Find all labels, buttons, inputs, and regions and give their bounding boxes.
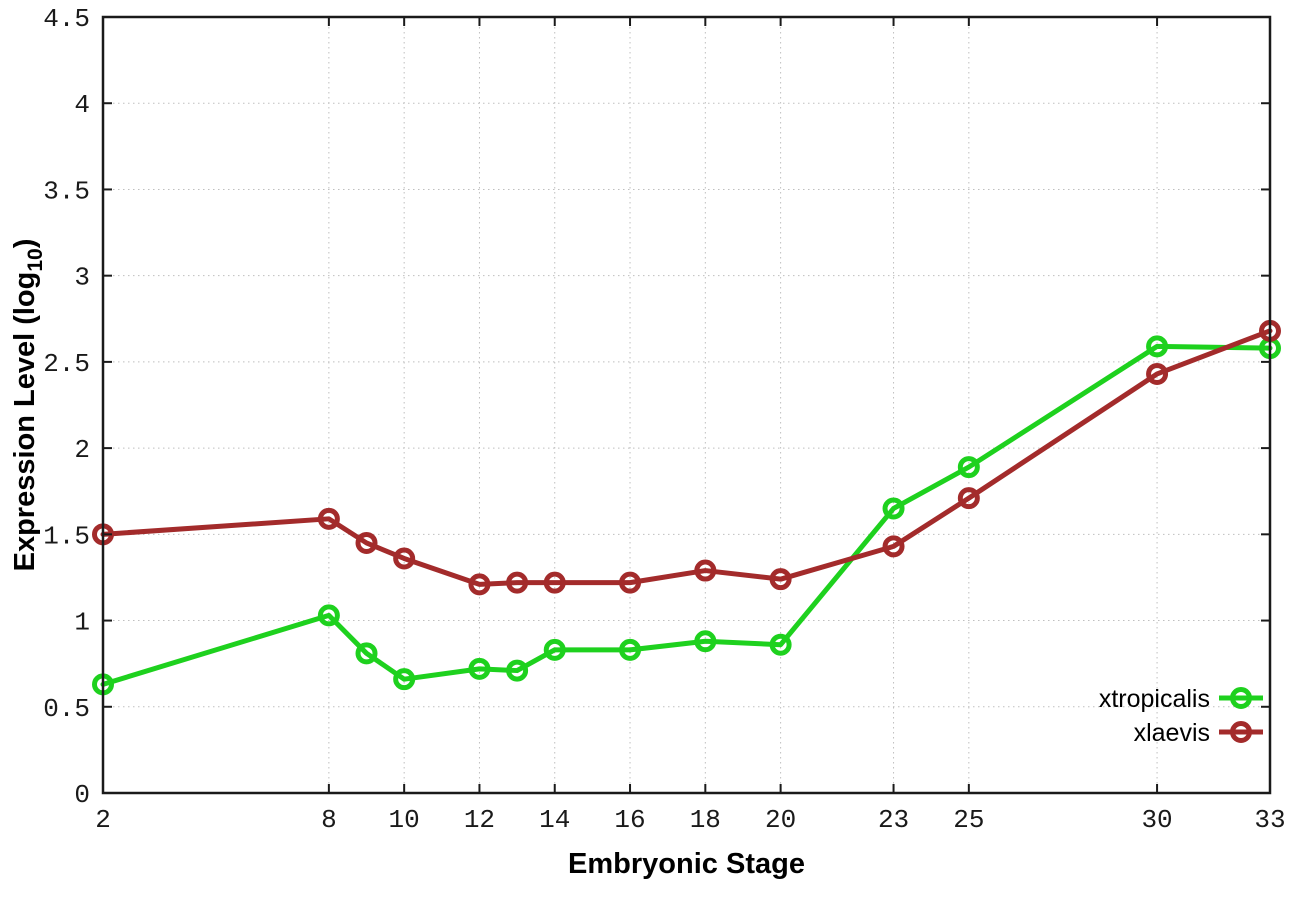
x-tick-label: 10	[389, 805, 420, 835]
y-tick-label: 0	[74, 780, 90, 810]
xtropicalis-marker	[1146, 335, 1169, 358]
x-axis-title: Embryonic Stage	[568, 848, 805, 880]
x-tick-label: 30	[1141, 805, 1172, 835]
tick-labels: 2 8 10 12 14 16 18 20 23 25 30 33 0 0.5 1 1.5 2 2.5 3 3.5 4 4…	[43, 4, 1285, 835]
xlaevis-marker	[393, 547, 416, 570]
x-tick-label: 20	[765, 805, 796, 835]
series-xtropicalis	[92, 335, 1281, 696]
legend-label: xtropicalis	[1099, 685, 1210, 713]
xtropicalis-marker	[317, 604, 340, 627]
xlaevis-marker	[317, 507, 340, 530]
legend-entry-xtropicalis: xtropicalis	[1099, 685, 1263, 713]
xtropicalis-marker	[543, 638, 566, 661]
x-tick-label: 14	[539, 805, 570, 835]
xlaevis-marker	[957, 487, 980, 510]
tick-marks	[102, 16, 1271, 794]
x-tick-label: 33	[1254, 805, 1285, 835]
xlaevis-marker	[468, 573, 491, 596]
xlaevis-marker	[506, 571, 529, 594]
legend-sample-marker	[1230, 687, 1252, 709]
y-tick-label: 2	[74, 435, 90, 465]
xlaevis-marker	[769, 568, 792, 591]
plot-border	[101, 15, 1272, 795]
y-tick-label: 1.5	[43, 521, 90, 551]
x-tick-label: 2	[95, 805, 111, 835]
y-tick-label: 4	[74, 90, 90, 120]
xtropicalis-marker	[619, 638, 642, 661]
y-tick-label: 4.5	[43, 4, 90, 34]
x-tick-label: 12	[464, 805, 495, 835]
xlaevis-marker	[619, 571, 642, 594]
y-tick-label: 0.5	[43, 694, 90, 724]
xlaevis-marker	[1146, 362, 1169, 385]
xtropicalis-marker	[468, 657, 491, 680]
y-tick-label: 1	[74, 608, 90, 638]
xtropicalis-marker	[393, 668, 416, 691]
y-tick-label: 3	[74, 263, 90, 293]
y-axis-title: Expression Level (log10)	[9, 239, 47, 572]
xlaevis-marker	[355, 531, 378, 554]
xtropicalis-marker	[957, 456, 980, 479]
xtropicalis-marker	[694, 630, 717, 653]
legend-sample-marker	[1230, 721, 1252, 743]
xtropicalis-marker	[769, 633, 792, 656]
x-tick-label: 25	[953, 805, 984, 835]
xlaevis-marker	[882, 535, 905, 558]
x-tick-label: 18	[690, 805, 721, 835]
xtropicalis-marker	[355, 642, 378, 665]
y-tick-label: 3.5	[43, 176, 90, 206]
x-tick-label: 8	[321, 805, 337, 835]
legend-label: xlaevis	[1134, 719, 1210, 747]
legend: xtropicalis xlaevis	[1099, 685, 1263, 747]
xlaevis-marker	[543, 571, 566, 594]
xtropicalis-marker	[506, 659, 529, 682]
x-tick-label: 16	[614, 805, 645, 835]
xlaevis-marker	[694, 559, 717, 582]
legend-entry-xlaevis: xlaevis	[1134, 719, 1263, 747]
y-tick-label: 2.5	[43, 349, 90, 379]
xtropicalis-marker	[882, 497, 905, 520]
x-tick-label: 23	[878, 805, 909, 835]
